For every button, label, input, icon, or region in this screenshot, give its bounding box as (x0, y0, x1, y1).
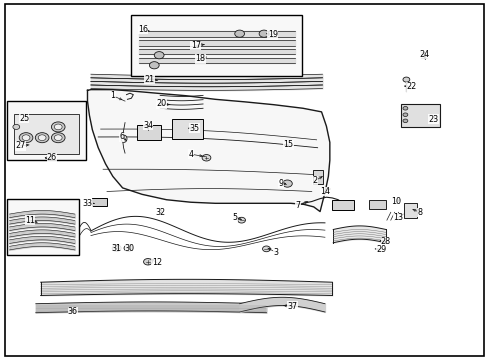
Circle shape (259, 30, 268, 37)
Circle shape (402, 119, 407, 123)
Text: 11: 11 (25, 216, 35, 225)
Circle shape (402, 107, 407, 110)
Circle shape (54, 124, 62, 130)
Circle shape (237, 217, 245, 223)
Bar (312, 170, 322, 184)
Bar (404, 203, 416, 218)
Text: 24: 24 (419, 50, 429, 59)
Ellipse shape (121, 135, 127, 142)
Text: 19: 19 (267, 30, 277, 39)
Text: 32: 32 (155, 208, 165, 217)
Text: 16: 16 (138, 25, 148, 34)
Text: 28: 28 (380, 237, 390, 246)
Text: 22: 22 (406, 82, 416, 91)
Circle shape (54, 135, 62, 140)
Text: 17: 17 (190, 41, 201, 50)
Circle shape (51, 133, 65, 143)
Bar (400, 104, 439, 127)
Text: 37: 37 (286, 302, 297, 311)
Bar (368, 200, 385, 209)
Text: 30: 30 (124, 244, 135, 253)
Text: 18: 18 (195, 54, 205, 63)
Circle shape (19, 133, 33, 143)
Text: 6: 6 (119, 132, 124, 141)
Text: 1: 1 (110, 91, 115, 100)
Text: 20: 20 (156, 99, 166, 108)
Text: 33: 33 (82, 199, 92, 208)
Circle shape (262, 246, 270, 252)
Circle shape (35, 133, 49, 143)
Text: 36: 36 (68, 307, 78, 316)
Circle shape (38, 135, 46, 140)
Bar (6, 199, 79, 255)
Bar (131, 15, 302, 76)
Bar (137, 125, 160, 140)
Text: 2: 2 (312, 176, 317, 185)
Circle shape (13, 125, 20, 130)
Circle shape (402, 113, 407, 117)
Circle shape (154, 51, 163, 59)
Text: 26: 26 (47, 153, 57, 162)
Text: 8: 8 (417, 208, 422, 217)
Text: 3: 3 (273, 248, 278, 257)
Text: 5: 5 (232, 213, 237, 222)
Text: 31: 31 (112, 244, 122, 253)
Bar (92, 198, 107, 206)
Circle shape (402, 77, 409, 82)
Circle shape (124, 245, 133, 251)
Circle shape (149, 62, 159, 69)
Text: 4: 4 (188, 150, 193, 159)
Text: 9: 9 (278, 179, 283, 188)
Text: 27: 27 (15, 141, 25, 150)
Bar (331, 200, 353, 211)
Text: 29: 29 (375, 246, 386, 255)
Text: 25: 25 (19, 114, 29, 123)
Circle shape (143, 258, 152, 265)
Bar (172, 119, 202, 139)
Circle shape (234, 30, 244, 37)
Text: 34: 34 (142, 121, 153, 130)
Circle shape (22, 135, 30, 140)
Circle shape (112, 245, 121, 251)
Bar (14, 114, 79, 154)
Polygon shape (87, 90, 329, 212)
Text: 7: 7 (295, 201, 300, 210)
Circle shape (282, 180, 292, 187)
Text: 14: 14 (319, 187, 329, 196)
Text: 12: 12 (151, 258, 162, 267)
Text: 13: 13 (392, 213, 402, 222)
Text: 15: 15 (283, 140, 293, 149)
Text: 23: 23 (428, 114, 438, 123)
Circle shape (202, 154, 210, 161)
Text: 21: 21 (144, 75, 154, 84)
Text: 10: 10 (390, 197, 400, 206)
Bar (6, 101, 86, 160)
Circle shape (51, 122, 65, 132)
Text: 35: 35 (189, 123, 200, 132)
